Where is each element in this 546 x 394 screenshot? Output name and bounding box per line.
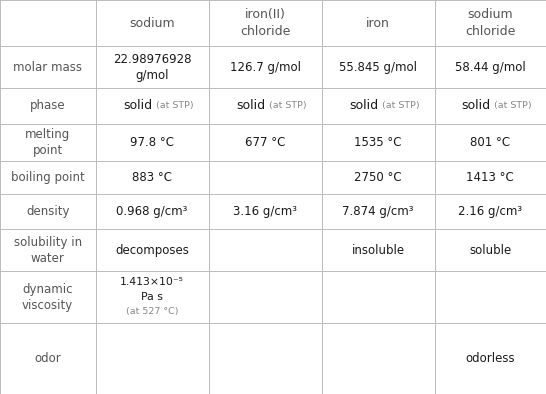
Text: (at STP): (at STP) xyxy=(266,102,307,110)
Text: 1.413×10⁻⁵: 1.413×10⁻⁵ xyxy=(120,277,184,287)
Text: 58.44 g/mol: 58.44 g/mol xyxy=(455,61,526,74)
Text: 0.968 g/cm³: 0.968 g/cm³ xyxy=(116,205,188,218)
Text: Pa s: Pa s xyxy=(141,292,163,302)
Text: 801 °C: 801 °C xyxy=(470,136,511,149)
Text: 3.16 g/cm³: 3.16 g/cm³ xyxy=(233,205,297,218)
Text: solid: solid xyxy=(349,100,378,112)
Text: solid: solid xyxy=(123,100,152,112)
Text: 2.16 g/cm³: 2.16 g/cm³ xyxy=(458,205,523,218)
Text: iron: iron xyxy=(366,17,390,30)
Text: 97.8 °C: 97.8 °C xyxy=(130,136,174,149)
Text: sodium
chloride: sodium chloride xyxy=(465,8,515,38)
Text: (at 527 °C): (at 527 °C) xyxy=(126,307,179,316)
Text: 126.7 g/mol: 126.7 g/mol xyxy=(229,61,301,74)
Text: 2750 °C: 2750 °C xyxy=(354,171,402,184)
Text: (at STP): (at STP) xyxy=(153,102,194,110)
Text: 677 °C: 677 °C xyxy=(245,136,285,149)
Text: dynamic
viscosity: dynamic viscosity xyxy=(22,282,73,312)
Text: solid: solid xyxy=(461,100,490,112)
Text: phase: phase xyxy=(30,100,66,112)
Text: solubility in
water: solubility in water xyxy=(14,236,82,265)
Text: 1413 °C: 1413 °C xyxy=(466,171,514,184)
Text: 55.845 g/mol: 55.845 g/mol xyxy=(339,61,417,74)
Text: insoluble: insoluble xyxy=(352,244,405,257)
Text: decomposes: decomposes xyxy=(115,244,189,257)
Text: sodium: sodium xyxy=(129,17,175,30)
Text: iron(II)
chloride: iron(II) chloride xyxy=(240,8,290,38)
Text: odor: odor xyxy=(34,352,61,365)
Text: 22.98976928
g/mol: 22.98976928 g/mol xyxy=(113,53,191,82)
Text: solid: solid xyxy=(236,100,265,112)
Text: 883 °C: 883 °C xyxy=(132,171,172,184)
Text: melting
point: melting point xyxy=(25,128,70,157)
Text: (at STP): (at STP) xyxy=(379,102,420,110)
Text: 1535 °C: 1535 °C xyxy=(354,136,402,149)
Text: molar mass: molar mass xyxy=(13,61,82,74)
Text: 7.874 g/cm³: 7.874 g/cm³ xyxy=(342,205,414,218)
Text: odorless: odorless xyxy=(466,352,515,365)
Text: soluble: soluble xyxy=(469,244,512,257)
Text: (at STP): (at STP) xyxy=(491,102,532,110)
Text: boiling point: boiling point xyxy=(11,171,85,184)
Text: density: density xyxy=(26,205,69,218)
